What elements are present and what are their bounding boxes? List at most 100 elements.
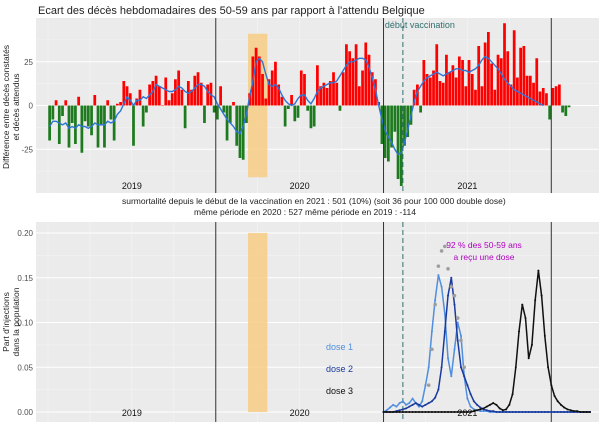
top-bar bbox=[270, 70, 274, 106]
bottom-y-tick-label: 0.10 bbox=[17, 319, 33, 328]
dose-series-marker bbox=[569, 409, 572, 412]
dose-series-marker bbox=[388, 411, 391, 413]
dose-series-marker bbox=[408, 402, 411, 405]
dose-series-marker bbox=[511, 393, 514, 396]
top-bar bbox=[380, 105, 384, 144]
dose-series-marker bbox=[537, 411, 540, 413]
dose-points-marker bbox=[439, 249, 444, 253]
top-bar bbox=[467, 60, 471, 106]
top-bar bbox=[519, 47, 523, 106]
dose-series-marker bbox=[540, 294, 543, 297]
top-bar bbox=[103, 105, 106, 148]
dose-series-marker bbox=[534, 299, 537, 302]
top-bar bbox=[390, 105, 393, 148]
top-bar bbox=[283, 105, 287, 127]
top-bar bbox=[232, 102, 235, 106]
dose-points-marker bbox=[462, 365, 466, 370]
annotation-line-2: a reçu une dose bbox=[454, 252, 515, 262]
dose-series-marker bbox=[479, 406, 482, 409]
dose-series-marker bbox=[459, 366, 462, 369]
top-bar bbox=[93, 95, 97, 106]
dose-series-marker bbox=[382, 411, 385, 413]
top-bar bbox=[354, 44, 358, 106]
top-bar bbox=[277, 84, 281, 106]
dose-series-marker bbox=[492, 410, 495, 413]
top-bar bbox=[161, 105, 164, 106]
top-bar bbox=[506, 51, 510, 106]
dose-series-marker bbox=[453, 348, 456, 351]
top-y-tick-label: 25 bbox=[24, 58, 33, 67]
dose-series-marker bbox=[556, 411, 559, 413]
top-bar bbox=[164, 77, 168, 106]
dose-series-marker bbox=[405, 407, 408, 410]
dose-series-marker bbox=[488, 410, 491, 413]
dose-series-marker bbox=[550, 384, 553, 387]
top-bar bbox=[564, 105, 568, 116]
dose-series-marker bbox=[424, 384, 427, 387]
dose-series-marker bbox=[530, 343, 533, 346]
dose-series-marker bbox=[456, 339, 459, 342]
dose-series-marker bbox=[543, 334, 546, 337]
dose-series-marker bbox=[547, 366, 550, 369]
dose-series-marker bbox=[466, 411, 469, 413]
top-bar bbox=[545, 93, 548, 106]
dose-series-marker bbox=[447, 294, 450, 297]
top-bar bbox=[541, 88, 545, 106]
top-bar bbox=[206, 84, 210, 106]
top-bar bbox=[419, 105, 422, 113]
top-bar bbox=[67, 105, 71, 148]
top-bar bbox=[167, 100, 171, 106]
top-bar bbox=[286, 105, 290, 109]
top-bar bbox=[83, 105, 87, 122]
dose-series-marker bbox=[424, 403, 427, 406]
top-bar bbox=[370, 72, 374, 106]
top-year-label: 2021 bbox=[457, 181, 477, 191]
top-bar bbox=[177, 70, 181, 106]
top-bar bbox=[483, 42, 487, 106]
top-bar bbox=[445, 54, 448, 106]
top-bar bbox=[554, 86, 558, 106]
dose-series-marker bbox=[508, 411, 511, 413]
dose-series-marker bbox=[418, 403, 421, 406]
top-bar bbox=[557, 84, 561, 106]
top-bar bbox=[112, 105, 116, 141]
top-bar bbox=[267, 79, 271, 106]
dose-series-marker bbox=[566, 408, 569, 411]
dose-series-marker bbox=[405, 411, 408, 413]
top-bar bbox=[338, 105, 342, 111]
dose-series-marker bbox=[518, 330, 521, 333]
dose-series-marker bbox=[437, 388, 440, 391]
dose-series-marker bbox=[424, 411, 427, 413]
dose-points-marker bbox=[446, 267, 450, 271]
top-bar bbox=[332, 72, 335, 106]
dose-series-marker bbox=[443, 330, 446, 333]
dose-series-marker bbox=[530, 411, 533, 413]
top-bar bbox=[183, 105, 187, 129]
bottom-panel: 0.20 0.15 0.10 0.05 0.00 2019 2020 2021 … bbox=[1, 222, 599, 422]
summary-line-1: surmortalité depuis le début de la vacci… bbox=[122, 196, 506, 206]
top-bar bbox=[145, 105, 148, 113]
top-bar bbox=[219, 86, 222, 106]
top-bar bbox=[532, 82, 535, 106]
dose-series-marker bbox=[569, 411, 572, 413]
top-bar bbox=[490, 63, 493, 106]
top-bar bbox=[74, 105, 77, 144]
top-bar bbox=[351, 58, 355, 106]
top-bar bbox=[399, 105, 403, 186]
dose-series-marker bbox=[401, 411, 404, 413]
dose-series-marker bbox=[492, 402, 495, 405]
dose-points-marker bbox=[426, 383, 431, 387]
top-bar bbox=[151, 81, 155, 106]
top-bar bbox=[416, 84, 419, 106]
bottom-y-tick-label: 0.00 bbox=[17, 408, 33, 417]
dose-points-marker bbox=[449, 284, 454, 289]
dose-series-marker bbox=[479, 410, 482, 413]
dose-series-marker bbox=[392, 403, 395, 406]
bottom-y-axis-label-line2: dans la population bbox=[11, 287, 21, 356]
dose-series-marker bbox=[514, 366, 517, 369]
bottom-year-boundaries bbox=[215, 222, 552, 422]
dose-series-marker bbox=[463, 375, 466, 378]
dose-series-marker bbox=[427, 366, 430, 369]
top-vaccination-marker: début vaccination bbox=[385, 18, 455, 193]
dose-series-marker bbox=[411, 397, 414, 400]
